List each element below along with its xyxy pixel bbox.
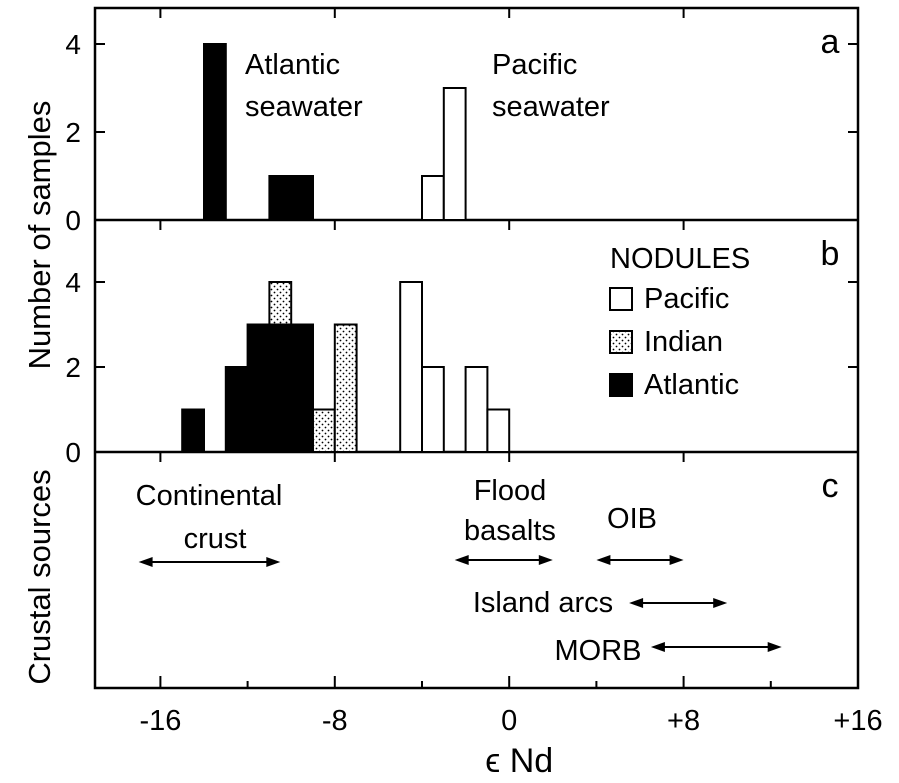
- bar-atlantic: [268, 175, 314, 221]
- y-tick-label: 2: [65, 117, 81, 148]
- bar-pacific: [442, 87, 467, 221]
- y-tick-label: 4: [65, 267, 81, 298]
- panel-letter-c: c: [822, 467, 839, 505]
- legend-swatch-pacific: [609, 287, 633, 311]
- range-label: MORB: [555, 635, 642, 667]
- x-tick-label: -8: [322, 705, 348, 737]
- annotation-atlantic-seawater: Atlantic: [245, 49, 340, 81]
- range-arrowhead-left: [454, 555, 469, 565]
- bar-atlantic: [203, 43, 227, 221]
- bar-pacific: [486, 408, 511, 453]
- bar-atlantic: [181, 408, 205, 453]
- range-label: Continental: [136, 480, 283, 512]
- bar-indian: [268, 281, 293, 326]
- range-label: OIB: [607, 503, 657, 535]
- range-arrowhead-right: [669, 555, 684, 565]
- y-axis-label: Number of samples: [22, 101, 57, 370]
- bar-pacific: [421, 366, 445, 453]
- range-arrowhead-left: [138, 557, 153, 567]
- x-tick-label: +8: [667, 705, 700, 737]
- legend-swatch-indian: [609, 330, 633, 354]
- range-arrowhead-right: [713, 598, 728, 608]
- range-arrowhead-left: [596, 555, 611, 565]
- bar-atlantic: [246, 323, 271, 453]
- x-tick-label: -16: [139, 705, 181, 737]
- legend-swatch-atlantic: [609, 373, 633, 397]
- annotation-atlantic-seawater: seawater: [245, 91, 363, 123]
- range-arrowhead-left: [650, 642, 665, 652]
- y-tick-label: 0: [65, 205, 81, 236]
- annotation-pacific-seawater: Pacific: [492, 49, 577, 81]
- bar-indian: [333, 323, 358, 453]
- bar-atlantic: [268, 323, 293, 453]
- range-label: Flood: [474, 475, 547, 507]
- bar-indian: [312, 408, 336, 453]
- plot-frame: [93, 6, 860, 690]
- bar-pacific: [464, 366, 489, 453]
- annotation-pacific-seawater: seawater: [492, 91, 610, 123]
- x-tick-label: 0: [501, 705, 517, 737]
- range-label: crust: [184, 523, 247, 555]
- range-arrowhead-right: [266, 557, 281, 567]
- panel-letter-a: a: [821, 23, 840, 61]
- y-tick-label: 0: [65, 437, 81, 468]
- bar-pacific: [421, 175, 445, 221]
- y-axis-label-crustal: Crustal sources: [22, 469, 57, 684]
- y-tick-label: 4: [65, 29, 81, 60]
- y-tick-label: 2: [65, 352, 81, 383]
- bar-pacific: [399, 281, 424, 453]
- bar-atlantic: [290, 323, 315, 453]
- range-arrowhead-right: [767, 642, 782, 652]
- range-label: basalts: [464, 515, 556, 547]
- range-arrowhead-right: [538, 555, 553, 565]
- range-label: Island arcs: [473, 587, 613, 619]
- legend-label-indian: Indian: [644, 326, 723, 358]
- bar-atlantic: [224, 366, 249, 453]
- x-tick-label: +16: [833, 705, 882, 737]
- legend-label-pacific: Pacific: [644, 283, 729, 315]
- legend-title: NODULES: [610, 243, 750, 275]
- legend-label-atlantic: Atlantic: [644, 369, 739, 401]
- range-arrowhead-left: [629, 598, 644, 608]
- panel-letter-b: b: [821, 235, 840, 273]
- x-axis-label: ϵ Nd: [485, 742, 553, 780]
